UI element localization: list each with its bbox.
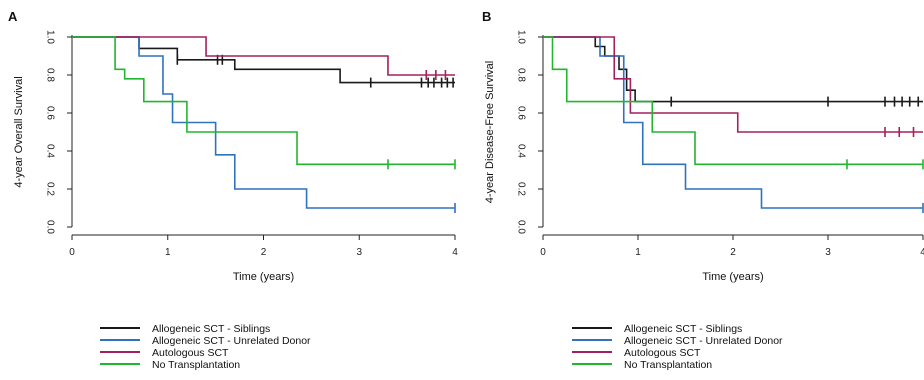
series-line-unrelated — [72, 36, 455, 209]
y-axis-title: 4-year Disease-Free Survival — [484, 61, 496, 203]
y-tick-label: 0.4 — [44, 144, 55, 158]
legend-label-siblings: Allogeneic SCT - Siblings — [152, 323, 270, 335]
x-tick-label: 3 — [356, 247, 362, 258]
x-tick-label: 4 — [920, 247, 924, 258]
x-tick-label: 2 — [730, 247, 736, 258]
legend-label-siblings: Allogeneic SCT - Siblings — [624, 323, 742, 335]
x-tick-label: 2 — [261, 247, 267, 258]
x-tick-label: 1 — [165, 247, 171, 258]
y-tick-label: 1.0 — [515, 30, 526, 44]
y-tick-label: 0.2 — [515, 182, 526, 196]
panel-letter: B — [482, 9, 491, 24]
panel-a-chart: A 0.0 0.2 0.4 0.6 0.8 1.0 0 1 2 3 4 Time (years) 4-ye… — [8, 9, 458, 283]
y-tick-label: 0.2 — [44, 182, 55, 196]
series-line-siblings — [543, 36, 923, 103]
x-tick-label: 0 — [69, 247, 75, 258]
y-tick-label: 0.0 — [515, 220, 526, 234]
y-tick-label: 0.0 — [44, 220, 55, 234]
y-tick-label: 1.0 — [44, 30, 55, 44]
legend-label-unrelated: Allogeneic SCT - Unrelated Donor — [624, 335, 783, 347]
x-tick-label: 3 — [825, 247, 831, 258]
legend-label-none: No Transplantation — [152, 359, 240, 371]
series-line-autologous — [72, 36, 455, 76]
y-tick-label: 0.4 — [515, 144, 526, 158]
y-axis-title: 4-year Overall Survival — [13, 76, 25, 187]
panel-letter: A — [8, 9, 18, 24]
x-tick-label: 0 — [540, 247, 546, 258]
legend-label-autologous: Autologous SCT — [152, 347, 229, 359]
x-tick-label: 4 — [452, 247, 458, 258]
y-tick-label: 0.8 — [515, 68, 526, 82]
x-tick-label: 1 — [635, 247, 641, 258]
legend-label-none: No Transplantation — [624, 359, 712, 371]
panel-b-chart: B 0.0 0.2 0.4 0.6 0.8 1.0 0 1 2 3 4 Time (years) 4-ye… — [482, 9, 924, 283]
x-axis-title: Time (years) — [233, 271, 294, 283]
series-line-none — [543, 36, 923, 166]
series-line-unrelated — [543, 36, 923, 209]
y-tick-label: 0.6 — [44, 106, 55, 120]
series-line-none — [72, 36, 455, 166]
series-line-autologous — [543, 36, 923, 133]
x-axis-title: Time (years) — [702, 271, 763, 283]
y-tick-label: 0.8 — [44, 68, 55, 82]
legend-label-unrelated: Allogeneic SCT - Unrelated Donor — [152, 335, 311, 347]
legend-label-autologous: Autologous SCT — [624, 347, 701, 359]
y-tick-label: 0.6 — [515, 106, 526, 120]
